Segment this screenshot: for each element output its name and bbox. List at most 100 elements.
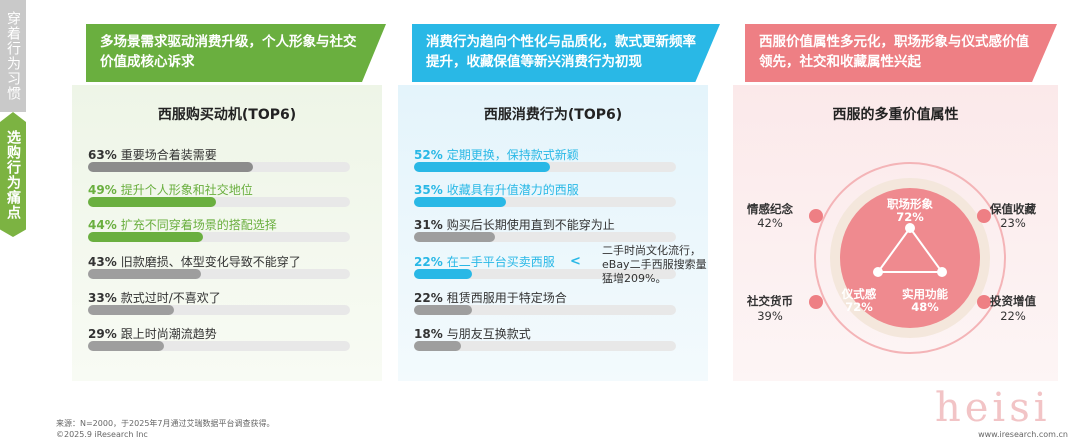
value-label: 52%: [414, 148, 443, 162]
outer-value: 39%: [757, 309, 783, 323]
row-label: 旧款磨损、体型变化导致不能穿了: [120, 255, 301, 269]
outer-value: 23%: [1000, 216, 1026, 230]
value-label: 22%: [414, 255, 443, 269]
bar: [88, 269, 201, 279]
panel-title: 西服消费行为(TOP6): [483, 107, 623, 123]
bar-track: [88, 197, 350, 207]
bar: [414, 305, 472, 315]
row-label: 扩充不同穿着场景的搭配选择: [120, 218, 277, 232]
outer-name: 社交货币: [746, 294, 793, 308]
outer-value: 22%: [1000, 309, 1026, 323]
row: 18% 与朋友互换款式: [414, 325, 531, 342]
panel-header: 西服价值属性多元化，职场形象与仪式感价值领先，社交和收藏属性兴起: [745, 24, 1057, 82]
inner-value: 72%: [896, 210, 924, 224]
source: 来源：N=2000，于2025年7月通过艾瑞数据平台调查获得。: [56, 419, 275, 428]
bar-track: [414, 341, 676, 351]
sidebar-top: 穿着行为习惯: [0, 0, 26, 112]
bar: [414, 232, 496, 242]
row-label: 在二手平台买卖西服: [446, 255, 555, 269]
row-label: 租赁西服用于特定场合: [446, 291, 567, 305]
bar-track: [88, 341, 350, 351]
bar: [88, 305, 175, 315]
inner-name: 仪式感: [841, 287, 877, 301]
dot: [977, 295, 991, 309]
callout-arrow: <: [570, 254, 581, 269]
row-label: 提升个人形象和社交地位: [120, 183, 253, 197]
value-diagram: 职场形象 72% 仪式感 72% 实用功能 48% 情感纪念 42% 保值收藏 …: [746, 162, 1036, 354]
value-label: 33%: [88, 291, 117, 305]
website: www.iresearch.com.cn: [978, 430, 1068, 439]
triangle: [876, 226, 944, 273]
bar: [88, 197, 217, 207]
inner-name: 实用功能: [902, 287, 948, 301]
bar: [414, 197, 506, 207]
dot: [905, 223, 915, 233]
value-label: 22%: [414, 291, 443, 305]
value-label: 49%: [88, 183, 117, 197]
dot: [809, 295, 823, 309]
dot: [937, 267, 947, 277]
row: 35% 收藏具有升值潜力的西服: [414, 181, 579, 198]
row-label: 跟上时尚潮流趋势: [120, 327, 217, 341]
callout: 二手时尚文化流行，eBay二手西服搜索量猛增209%。: [602, 244, 707, 285]
row-label: 与朋友互换款式: [446, 327, 531, 341]
bar-track: [414, 162, 676, 172]
outer-name: 情感纪念: [746, 202, 793, 216]
row: 49% 提升个人形象和社交地位: [88, 181, 253, 198]
row: 44% 扩充不同穿着场景的搭配选择: [88, 216, 277, 233]
outer-value: 42%: [757, 216, 783, 230]
dot: [873, 267, 883, 277]
value-label: 29%: [88, 327, 117, 341]
bar: [414, 162, 551, 172]
bar-track: [414, 269, 676, 279]
copyright: ©2025.9 iResearch Inc: [56, 430, 148, 439]
bar-track: [88, 269, 350, 279]
bar: [414, 341, 462, 351]
bar: [88, 232, 204, 242]
row: 31% 购买后长期使用直到不能穿为止: [414, 216, 615, 233]
bar-track: [414, 305, 676, 315]
bar: [88, 162, 254, 172]
panel-header: 消费行为趋向个性化与品质化，款式更新频率提升，收藏保值等新兴消费行为初现: [412, 24, 720, 82]
inner-circle: [840, 188, 980, 328]
row: 33% 款式过时/不喜欢了: [88, 289, 221, 306]
row-label: 购买后长期使用直到不能穿为止: [446, 218, 615, 232]
sidebar-bottom: 选购行为痛点: [0, 112, 26, 237]
bar: [414, 269, 472, 279]
outer-name: 保值收藏: [989, 202, 1036, 216]
outer-ring: [814, 162, 1006, 354]
row: 52% 定期更换，保持款式新颖: [414, 146, 579, 163]
row-label: 款式过时/不喜欢了: [120, 291, 221, 305]
bar-track: [88, 232, 350, 242]
row: 22% 在二手平台买卖西服: [414, 253, 555, 270]
dot: [977, 209, 991, 223]
panel-title: 西服购买动机(TOP6): [157, 107, 297, 123]
inner-value: 48%: [911, 300, 939, 314]
row: 22% 租赁西服用于特定场合: [414, 289, 567, 306]
row: 63% 重要场合着装需要: [88, 146, 217, 163]
row: 29% 跟上时尚潮流趋势: [88, 325, 217, 342]
row: 43% 旧款磨损、体型变化导致不能穿了: [88, 253, 301, 270]
watermark: heisi: [935, 385, 1051, 431]
bar-track: [414, 232, 676, 242]
value-label: 63%: [88, 148, 117, 162]
outer-name: 投资增值: [990, 294, 1036, 308]
dot: [809, 209, 823, 223]
bar-track: [414, 197, 676, 207]
value-label: 31%: [414, 218, 443, 232]
bar-track: [88, 162, 350, 172]
inner-value: 72%: [845, 300, 873, 314]
value-label: 18%: [414, 327, 443, 341]
row-label: 定期更换，保持款式新颖: [446, 148, 579, 162]
value-label: 35%: [414, 183, 443, 197]
inner-name: 职场形象: [887, 197, 933, 211]
value-label: 44%: [88, 218, 117, 232]
panel-header: 多场景需求驱动消费升级，个人形象与社交价值成核心诉求: [86, 24, 386, 82]
row-label: 收藏具有升值潜力的西服: [446, 183, 579, 197]
row-label: 重要场合着装需要: [120, 148, 217, 162]
panel-title: 西服的多重价值属性: [832, 107, 959, 123]
bar-track: [88, 305, 350, 315]
bar: [88, 341, 164, 351]
value-label: 43%: [88, 255, 117, 269]
